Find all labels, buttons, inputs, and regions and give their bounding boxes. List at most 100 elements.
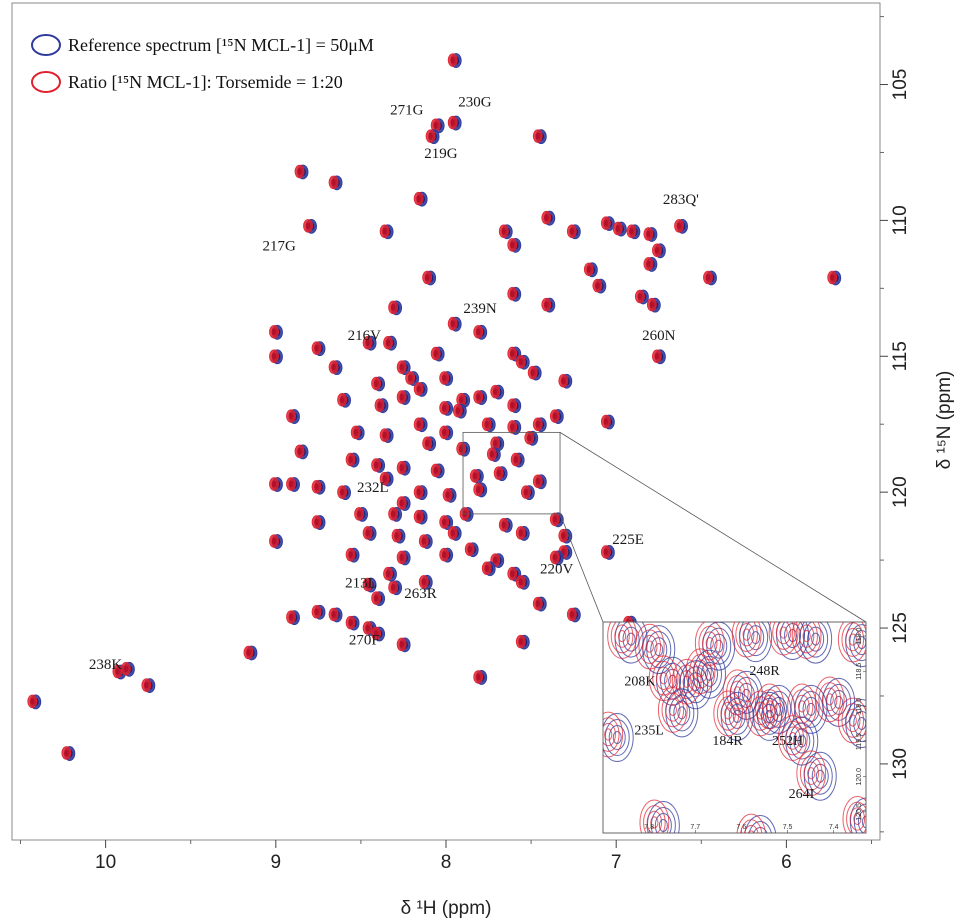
- peak: [566, 607, 581, 623]
- inset-contour-ratio: [762, 694, 778, 719]
- peak-ratio-core: [646, 230, 651, 238]
- inset-contour-ratio: [837, 697, 866, 744]
- peak: [243, 645, 258, 661]
- peak: [473, 482, 488, 498]
- inset-peak-label: 208K: [624, 674, 655, 689]
- peak-ratio-core: [271, 352, 277, 360]
- inset-contour-ratio: [794, 694, 810, 719]
- peak-ratio-core: [518, 578, 523, 586]
- peak: [430, 118, 445, 134]
- peak: [269, 477, 283, 492]
- inset-y-tick-label: 120.0: [856, 768, 863, 786]
- inset-contour-ratio: [798, 624, 815, 648]
- peak-ratio-core: [476, 486, 481, 493]
- peak: [439, 425, 454, 441]
- peak-ratio-core: [416, 488, 421, 496]
- inset-contour-ratio: [735, 622, 758, 652]
- inset-y-tick-label: 118.0: [856, 627, 863, 644]
- peak-ratio-core: [348, 456, 353, 463]
- peak-ratio-core: [544, 214, 549, 222]
- peak-ratio-core: [654, 246, 660, 254]
- peak: [396, 550, 411, 566]
- peak-ratio-core: [569, 611, 575, 618]
- inset-peak: [648, 655, 690, 706]
- peak-label: 270F: [349, 632, 380, 648]
- peak: [371, 626, 386, 642]
- peak-label: 230G: [458, 94, 492, 110]
- peak: [413, 509, 428, 525]
- inset-contour-reference: [861, 815, 866, 829]
- x-tick-label: 8: [441, 852, 452, 873]
- peak: [827, 270, 842, 286]
- inset-x-tick-label: 7.6: [737, 824, 747, 831]
- peak: [481, 561, 496, 577]
- zoom-region-box: [462, 431, 561, 515]
- peak-ratio-core: [390, 510, 396, 518]
- peak-ratio-core: [421, 537, 426, 545]
- inset-contour-ratio: [788, 731, 797, 745]
- peak: [396, 496, 411, 511]
- peak: [396, 360, 411, 376]
- peak-ratio-core: [646, 260, 651, 268]
- peak: [345, 452, 360, 468]
- peak: [456, 441, 471, 457]
- peak-ratio-core: [288, 613, 294, 621]
- peak-ratio-core: [489, 450, 495, 458]
- peak: [473, 390, 488, 405]
- peak-ratio-core: [382, 431, 387, 439]
- peak-ratio-core: [552, 412, 558, 420]
- inset-peak-label: 184R: [712, 734, 743, 749]
- inset-contour-ratio: [726, 675, 749, 710]
- inset-contour-ratio: [603, 717, 620, 752]
- peak-ratio-core: [544, 301, 549, 309]
- peak: [515, 526, 530, 541]
- peak: [459, 506, 474, 522]
- peak: [583, 262, 598, 278]
- peak-ratio-core: [603, 418, 609, 425]
- peak-ratio-core: [385, 570, 391, 578]
- peak: [507, 286, 522, 302]
- peak: [643, 227, 658, 242]
- peak-ratio-core: [603, 219, 609, 227]
- peak: [549, 512, 564, 528]
- peak-ratio-core: [356, 510, 362, 518]
- peak-ratio-core: [518, 529, 523, 537]
- inset-contour-ratio: [743, 824, 759, 833]
- inset-x-tick-label: 7.8: [644, 824, 654, 831]
- peak: [612, 221, 627, 237]
- peak: [473, 670, 488, 685]
- peak-ratio-core: [527, 434, 532, 442]
- inset-contour-ratio: [661, 692, 685, 728]
- peak: [600, 414, 615, 430]
- peak-ratio-core: [603, 548, 609, 556]
- peak-label: 213L: [345, 575, 377, 591]
- inset-peak-label: 248R: [749, 664, 780, 679]
- peak-ratio-core: [416, 385, 421, 393]
- peak-ratio-core: [459, 445, 464, 453]
- peak: [532, 129, 547, 145]
- peak-ratio-core: [399, 464, 404, 472]
- peak: [345, 547, 360, 563]
- inset-contour-ratio: [650, 816, 659, 829]
- inset-contour-ratio: [756, 707, 765, 720]
- inset-contour-ratio: [694, 622, 725, 666]
- inset-contour-ratio: [638, 629, 662, 664]
- peak: [396, 390, 411, 405]
- peak-ratio-core: [530, 369, 535, 376]
- peak-ratio-core: [561, 532, 566, 540]
- x-tick-label: 7: [611, 852, 622, 873]
- inset-peak: [731, 622, 773, 663]
- inset-contour-ratio: [797, 700, 807, 713]
- peak-ratio-core: [305, 222, 311, 230]
- peak: [383, 566, 397, 582]
- inset-contour-ratio: [814, 676, 845, 723]
- peak-ratio-core: [442, 551, 447, 559]
- peak: [413, 485, 428, 501]
- peak-label: 271G: [390, 102, 424, 118]
- peak-ratio-core: [433, 350, 438, 357]
- inset-contour-reference: [744, 815, 777, 833]
- inset-peak: [736, 813, 777, 833]
- inset-contour-ratio: [796, 750, 827, 797]
- peak-ratio-core: [365, 581, 370, 588]
- inset-contour-ratio: [652, 660, 675, 696]
